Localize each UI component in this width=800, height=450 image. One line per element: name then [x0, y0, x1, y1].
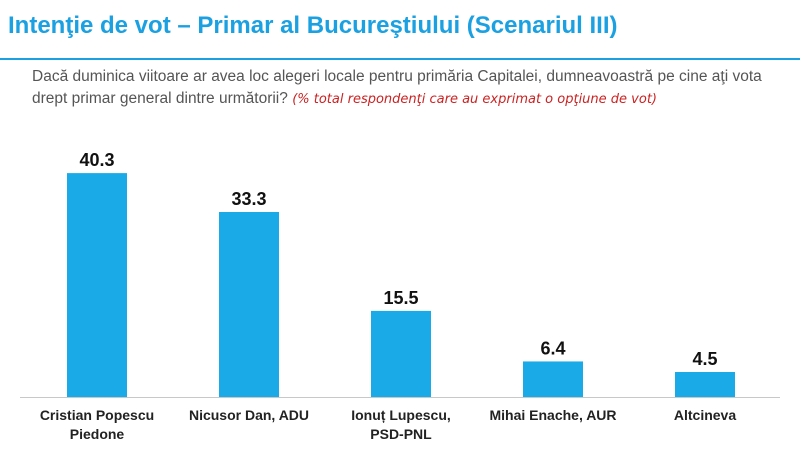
category-label-2-0: Ionuț Lupescu,	[351, 407, 451, 423]
question-note: (% total respondenţi care au exprimat o …	[292, 92, 657, 107]
page-title: Intenţie de vot – Primar al Bucureştiulu…	[8, 12, 618, 39]
category-label-0-1: Piedone	[70, 426, 125, 442]
category-label-2-1: PSD-PNL	[370, 426, 432, 442]
survey-question: Dacă duminica viitoare ar avea loc alege…	[32, 66, 792, 111]
bar-value-label-3: 6.4	[540, 338, 565, 358]
bar-0	[67, 173, 127, 397]
bar-value-label-0: 40.3	[79, 150, 114, 170]
bar-2	[371, 310, 431, 397]
bar-3	[523, 361, 583, 397]
category-label-4-0: Altcineva	[674, 407, 736, 423]
bar-1	[219, 212, 279, 397]
bar-4	[675, 372, 735, 397]
category-label-3-0: Mihai Enache, AUR	[489, 407, 616, 423]
title-bar: Intenţie de vot – Primar al Bucureştiulu…	[0, 0, 800, 60]
category-label-1-0: Nicusor Dan, ADU	[189, 407, 309, 423]
bar-value-label-1: 33.3	[231, 189, 266, 209]
bar-value-label-4: 4.5	[692, 349, 717, 369]
category-label-0-0: Cristian Popescu	[40, 407, 154, 423]
bar-value-label-2: 15.5	[383, 288, 418, 308]
question-text: Dacă duminica viitoare ar avea loc alege…	[32, 68, 762, 107]
